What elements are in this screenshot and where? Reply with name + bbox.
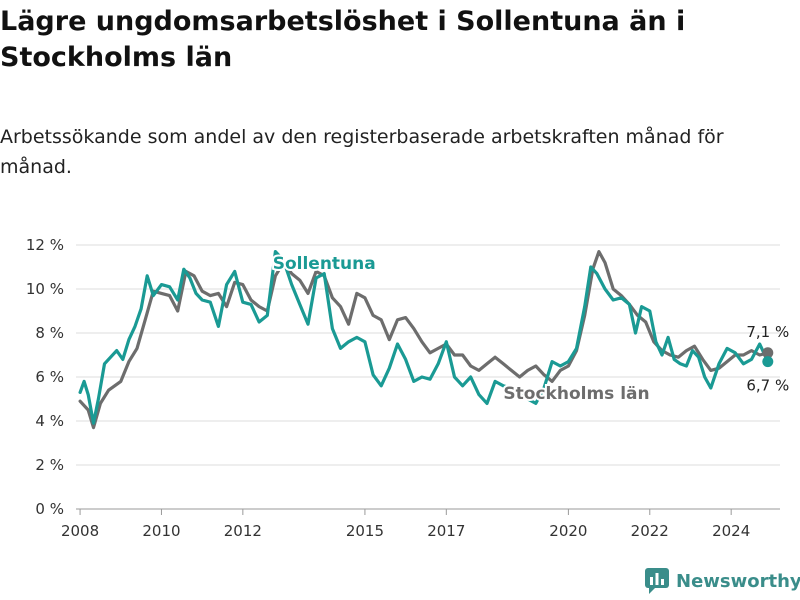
series-label-sollentuna: Sollentuna — [273, 254, 376, 274]
series-line-sollentuna — [78, 250, 770, 425]
y-tick-label: 10 % — [26, 280, 64, 298]
newsworthy-logo: Newsworthy — [645, 568, 800, 594]
y-tick-label: 8 % — [35, 324, 64, 342]
end-point-stockholms-lan — [762, 347, 774, 359]
series-line-stockholms-län — [78, 250, 770, 430]
chart-subtitle: Arbetssökande som andel av den registerb… — [0, 126, 724, 178]
y-tick-label: 12 % — [26, 236, 64, 254]
chart-title: Lägre ungdomsarbetslöshet i Sollentuna ä… — [0, 6, 686, 73]
end-point-sollentuna — [762, 356, 774, 368]
end-label-stockholms-lan: 7,1 % — [746, 323, 789, 341]
y-tick-label: 0 % — [35, 500, 64, 518]
x-tick-label: 2015 — [346, 522, 384, 540]
x-tick-label: 2010 — [142, 522, 180, 540]
y-tick-label: 4 % — [35, 412, 64, 430]
end-label-sollentuna: 6,7 % — [746, 377, 789, 395]
series-label-stockholms-lan: Stockholms län — [503, 384, 649, 404]
x-tick-label: 2022 — [631, 522, 669, 540]
x-tick-label: 2020 — [549, 522, 587, 540]
x-tick-label: 2012 — [224, 522, 262, 540]
newsworthy-logo-icon — [645, 568, 669, 594]
newsworthy-brand-name: Newsworthy — [676, 570, 800, 592]
y-tick-label: 6 % — [35, 368, 64, 386]
x-tick-label: 2024 — [712, 522, 750, 540]
y-tick-label: 2 % — [35, 456, 64, 474]
x-tick-label: 2008 — [61, 522, 99, 540]
x-tick-label: 2017 — [427, 522, 465, 540]
